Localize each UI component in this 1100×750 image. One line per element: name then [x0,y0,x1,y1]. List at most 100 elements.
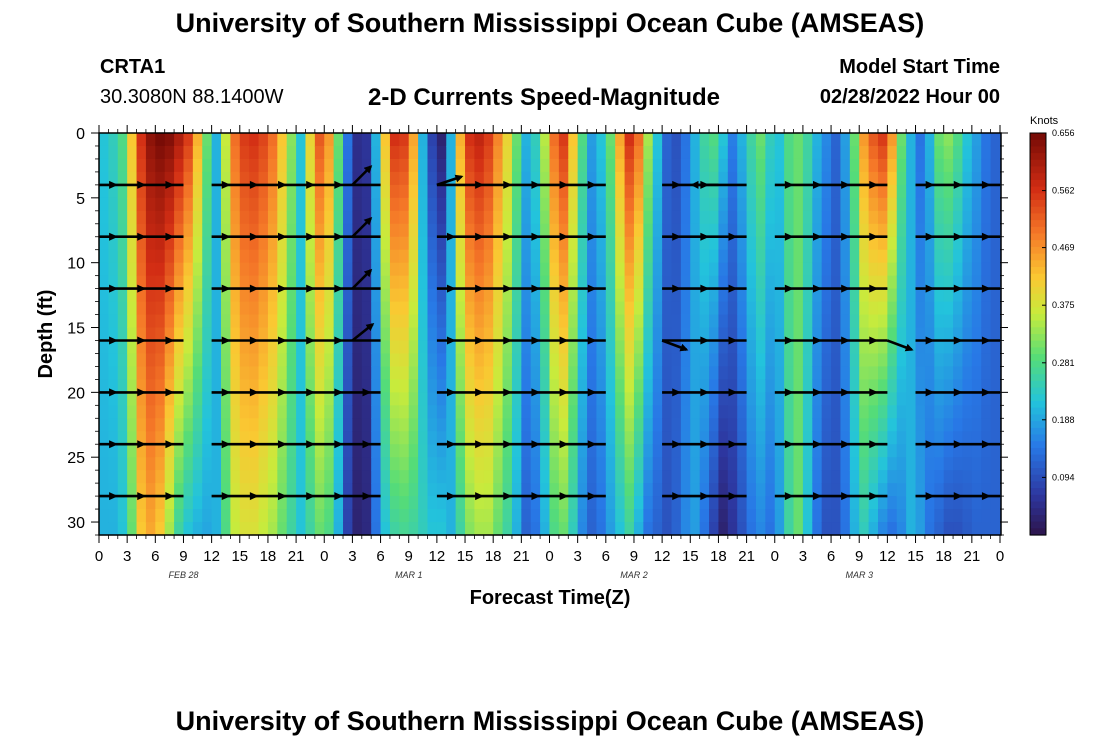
heatmap-cell [558,171,569,186]
heatmap-cell [530,366,541,380]
heatmap-cell [784,418,795,432]
heatmap-cell [793,483,804,497]
heatmap-cell [483,223,494,238]
heatmap-cell [849,145,860,160]
heatmap-cell [793,262,804,277]
heatmap-cell [145,210,156,225]
heatmap-cell [652,327,663,342]
heatmap-cell [831,444,842,458]
heatmap-cell [127,366,138,380]
heatmap-cell [277,301,288,316]
heatmap-cell [934,496,945,510]
heatmap-cell [793,145,804,160]
current-arrow [436,174,464,187]
heatmap-cell [408,197,419,212]
heatmap-cell [840,509,851,523]
heatmap-cell [474,340,485,355]
heatmap-cell [877,509,888,523]
heatmap-cell [352,236,363,251]
heatmap-cell [202,470,213,484]
heatmap-cell [352,366,363,380]
heatmap-cell [258,470,269,484]
colorbar-segment [1030,380,1046,389]
heatmap-cell [333,444,344,458]
heatmap-cell [831,379,842,393]
heatmap-cell [446,301,457,316]
heatmap-cell [371,262,382,277]
current-arrowhead [306,284,316,293]
current-arrowhead [841,232,851,241]
heatmap-cell [418,171,429,186]
x-tick-label: 12 [429,548,446,565]
heatmap-cell [887,366,898,380]
heatmap-cell [906,262,917,277]
heatmap-cell [465,431,476,445]
heatmap-cell [605,509,616,523]
heatmap-cell [239,236,250,251]
heatmap-cell [511,171,522,186]
heatmap-cell [643,197,654,212]
current-arrowhead [137,492,147,501]
heatmap-cell [755,288,766,303]
page-title: University of Southern Mississippi Ocean… [175,8,925,38]
heatmap-cell [549,509,560,523]
current-arrowhead [306,232,316,241]
heatmap-cell [934,210,945,225]
heatmap-cell [502,457,513,471]
heatmap-cell [774,418,785,432]
heatmap-cell [211,522,222,536]
heatmap-cell [127,171,138,186]
heatmap-cell [755,366,766,380]
heatmap-cell [746,288,757,303]
heatmap-cell [277,327,288,342]
heatmap-cell [840,340,851,355]
heatmap-cell [699,197,710,212]
heatmap-cell [971,223,982,238]
heatmap-cell [840,470,851,484]
current-arrowhead [812,284,822,293]
heatmap-cell [549,301,560,316]
heatmap-cell [99,158,109,173]
heatmap-cell [699,340,710,355]
heatmap-cell [662,470,673,484]
x-tick-label: 21 [513,548,530,565]
heatmap-cell [267,470,278,484]
heatmap-cell [981,249,992,264]
current-arrowhead [728,336,738,345]
heatmap-cell [868,483,879,497]
heatmap-cell [568,223,579,238]
heatmap-cell [314,236,325,251]
heatmap-cell [305,197,316,212]
heatmap-cell [718,392,729,406]
current-arrowhead [475,492,485,501]
heatmap-cell [596,145,607,160]
heatmap-cell [821,145,832,160]
heatmap-cell [793,223,804,238]
heatmap-cell [671,314,682,329]
heatmap-cell [174,223,185,238]
heatmap-cell [145,522,156,536]
heatmap-cell [596,353,607,368]
heatmap-cell [802,262,813,277]
heatmap-cell [793,405,804,419]
heatmap-cell [755,184,766,199]
heatmap-cell [568,509,579,523]
heatmap-cell [981,379,992,393]
heatmap-cell [371,223,382,238]
heatmap-cell [99,314,109,329]
heatmap-cell [108,496,119,510]
heatmap-cell [202,392,213,406]
heatmap-cell [343,184,354,199]
heatmap-cell [380,314,391,329]
heatmap-cell [924,275,935,290]
heatmap-cell [164,145,175,160]
heatmap-cell [371,327,382,342]
heatmap-cell [296,314,307,329]
heatmap-cell [718,444,729,458]
heatmap-cell [183,327,194,342]
heatmap-cell [99,340,109,355]
heatmap-cell [427,158,438,173]
heatmap-cell [877,184,888,199]
heatmap-cell [868,418,879,432]
heatmap-cell [286,314,297,329]
